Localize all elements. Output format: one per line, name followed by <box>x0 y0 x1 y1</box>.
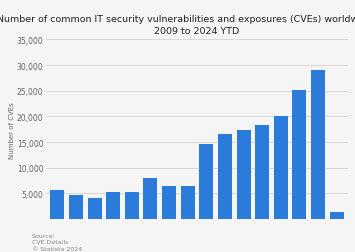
Bar <box>50 190 64 219</box>
Bar <box>162 186 176 219</box>
Bar <box>200 144 213 219</box>
Bar <box>330 213 344 219</box>
Bar <box>69 196 83 219</box>
Bar <box>293 90 306 219</box>
Bar <box>143 179 158 219</box>
Bar <box>274 116 288 219</box>
Bar <box>106 192 120 219</box>
Y-axis label: Number of CVEs: Number of CVEs <box>9 102 15 158</box>
Bar <box>311 71 325 219</box>
Text: Source:
CVE Details
© Statista 2024: Source: CVE Details © Statista 2024 <box>32 233 82 251</box>
Bar <box>236 131 251 219</box>
Bar <box>181 186 195 219</box>
Title: Number of common IT security vulnerabilities and exposures (CVEs) worldwide from: Number of common IT security vulnerabili… <box>0 15 355 35</box>
Bar <box>218 135 232 219</box>
Bar <box>125 193 139 219</box>
Bar <box>88 198 102 219</box>
Bar <box>255 125 269 219</box>
